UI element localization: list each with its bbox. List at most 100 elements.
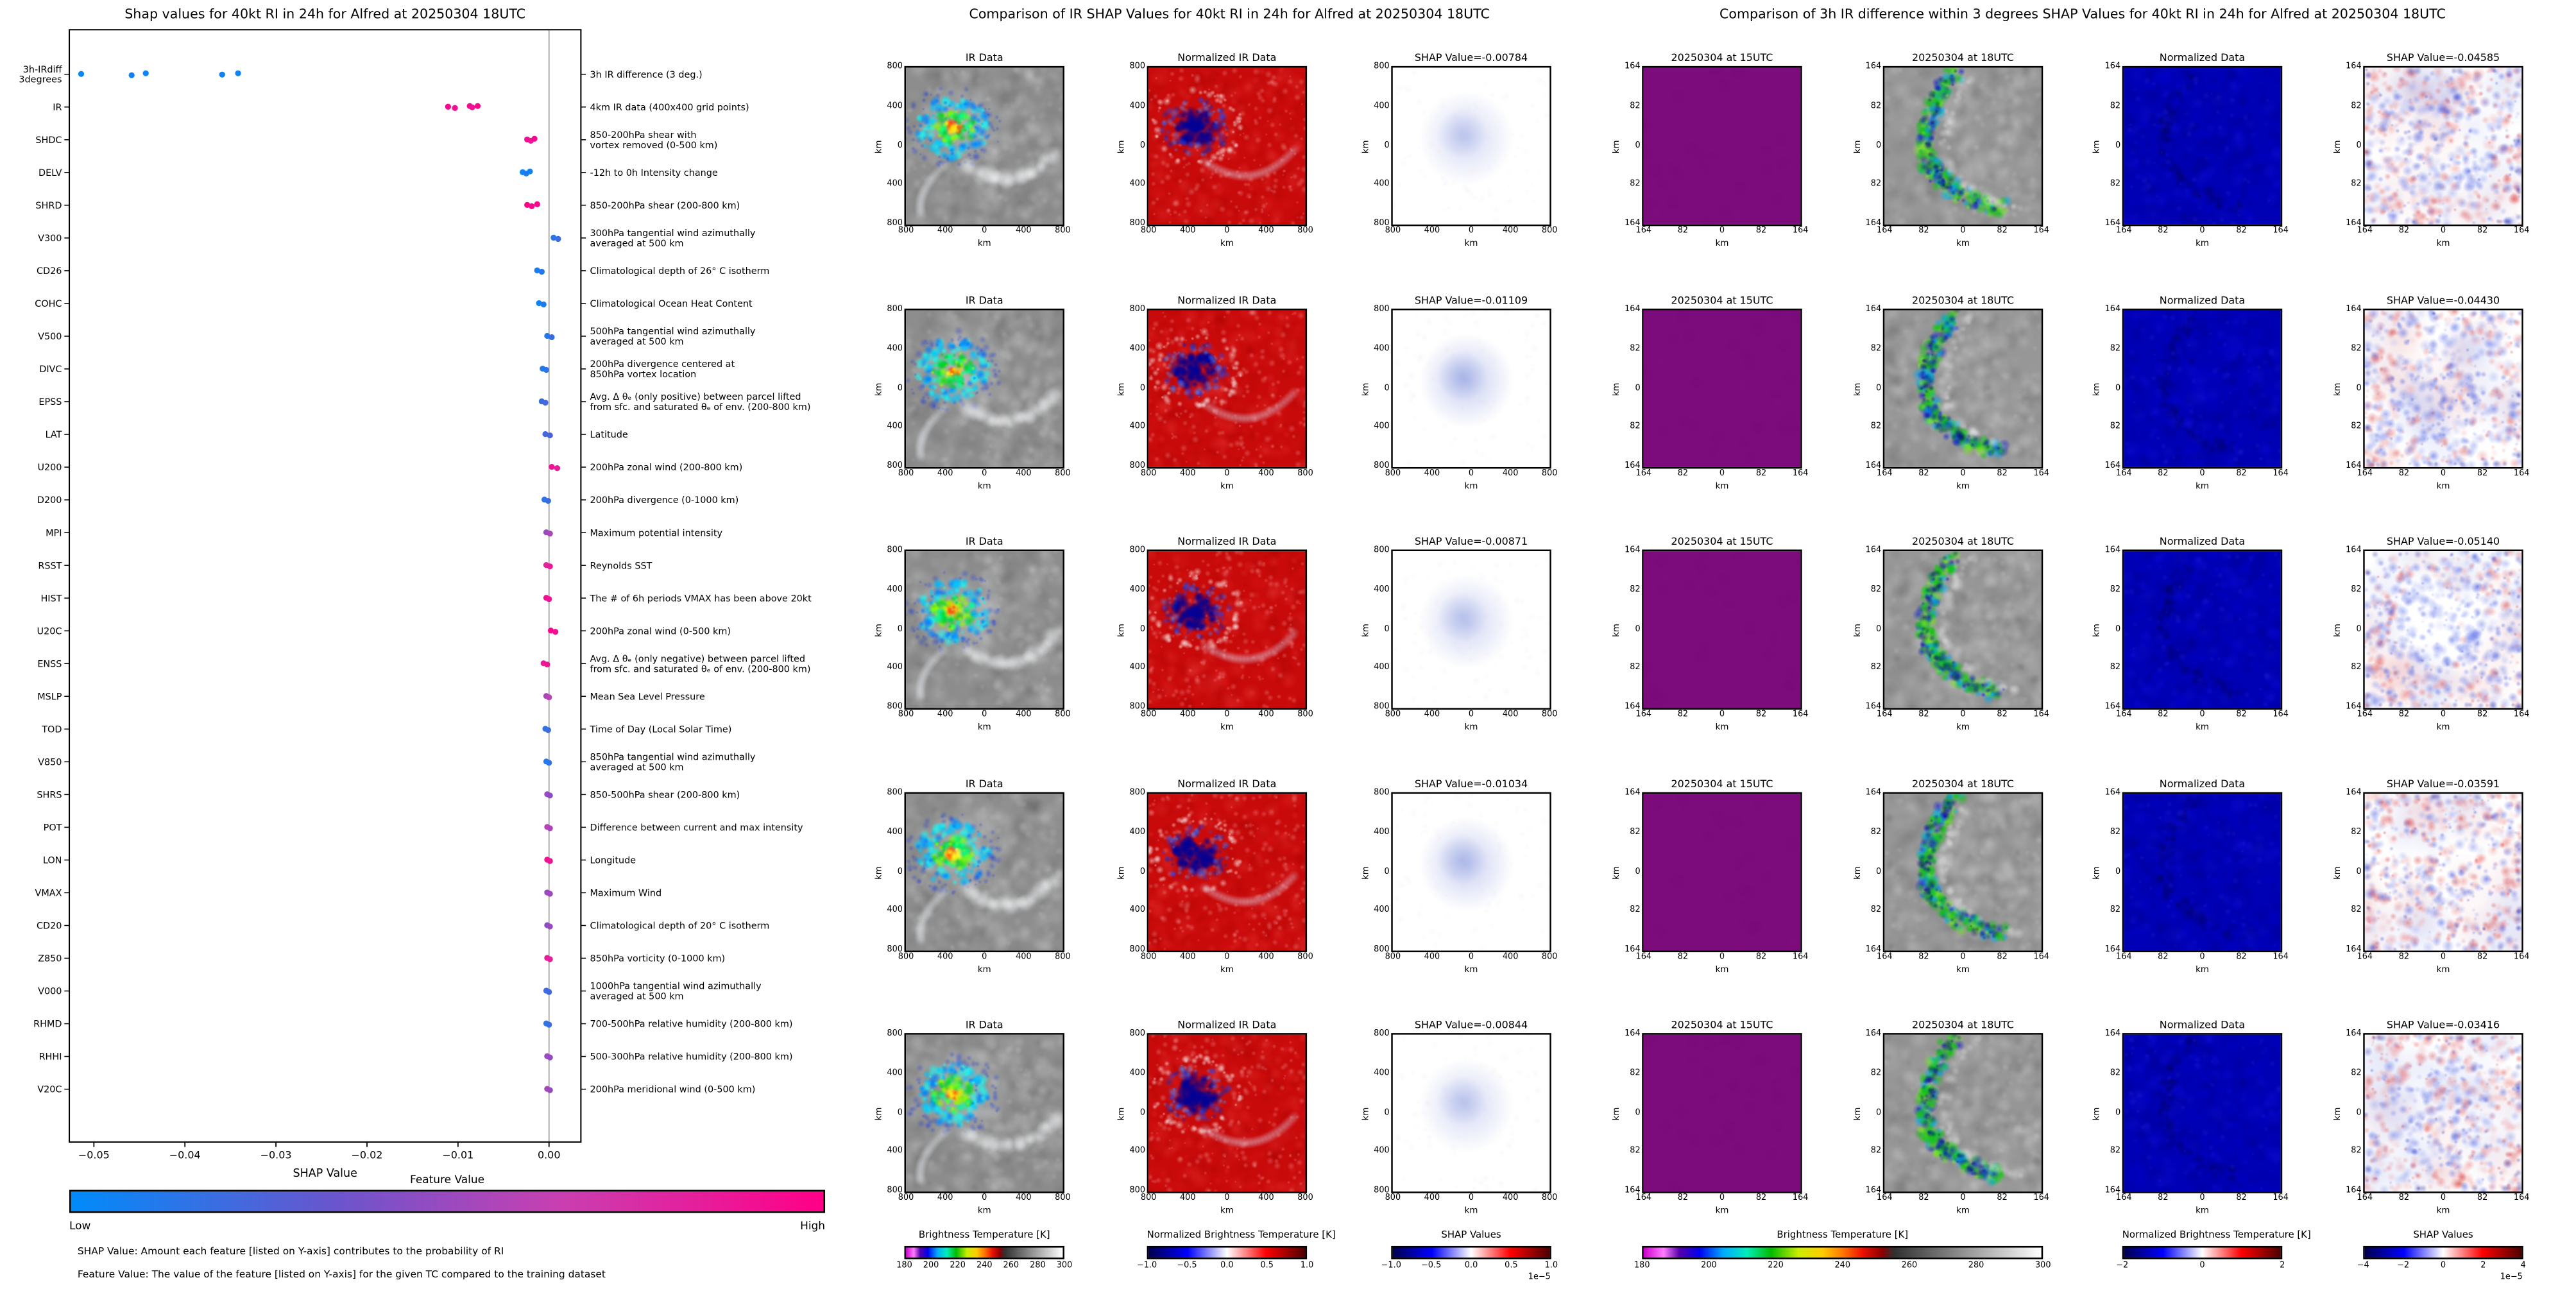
panel-title: SHAP Value=-0.04430 bbox=[2386, 295, 2500, 307]
x-tick-label: 0 bbox=[982, 225, 987, 235]
y-axis-unit: km bbox=[1853, 865, 1863, 879]
heatmap-image: 164 82 0 82 164 164 82 0 82 164 km km bbox=[2333, 305, 2529, 491]
shap-point bbox=[452, 105, 458, 111]
shap_blob-canvas bbox=[1392, 67, 1550, 225]
y-tick-label: 164 bbox=[1865, 62, 1882, 72]
y-tick-label: 400 bbox=[1374, 827, 1390, 837]
feature-label: COHC bbox=[35, 299, 62, 309]
y-axis-unit: km bbox=[874, 139, 885, 153]
y-tick-label: 0 bbox=[1139, 624, 1146, 634]
y-tick-label: 400 bbox=[1129, 585, 1146, 595]
shap-point bbox=[544, 662, 550, 668]
y-tick-label: 82 bbox=[1630, 1146, 1641, 1157]
norm_blue-canvas bbox=[2124, 67, 2281, 225]
x-tick-label: 0 bbox=[1719, 951, 1725, 962]
shap-point bbox=[546, 596, 552, 602]
x-tick-label: 0 bbox=[982, 468, 987, 478]
y-tick-label: 82 bbox=[2351, 343, 2362, 354]
x-axis-unit: km bbox=[1464, 722, 1478, 732]
colorbar-tick-label: 200 bbox=[1701, 1259, 1717, 1270]
x-tick-label: 82 bbox=[1997, 951, 2008, 962]
y-tick-label: 82 bbox=[2351, 1068, 2362, 1079]
shap-point bbox=[529, 203, 535, 210]
x-axis-unit: km bbox=[1220, 722, 1234, 732]
heatmap-image: 800 400 0 400 800 800 400 0 400 800 km km bbox=[874, 1030, 1070, 1215]
feature-description: 700-500hPa relative humidity (200-800 km… bbox=[590, 1020, 793, 1030]
x-axis-unit: km bbox=[1220, 238, 1234, 249]
y-tick-label: 800 bbox=[1374, 304, 1390, 314]
y-axis-unit: km bbox=[1361, 139, 1372, 153]
y-tick-label: 164 bbox=[2104, 702, 2121, 712]
y-tick-label: 800 bbox=[887, 62, 903, 72]
x-tick-label: 164 bbox=[2357, 951, 2373, 962]
y-tick-label: 164 bbox=[2104, 944, 2121, 955]
x-tick-label: 400 bbox=[1016, 1192, 1032, 1202]
colorbar-tick-label: 180 bbox=[896, 1259, 912, 1270]
feature-label: TOD bbox=[41, 724, 62, 735]
y-tick-label: 164 bbox=[1625, 62, 1641, 72]
heatmap-panel: Normalized Data 164 82 0 82 164 164 82 0 82 164 km k… bbox=[2092, 52, 2288, 248]
y-tick-label: 164 bbox=[1865, 1029, 1882, 1039]
x-tick-label: 164 bbox=[2033, 1192, 2049, 1202]
shap-point bbox=[474, 103, 481, 109]
y-tick-label: 82 bbox=[1630, 827, 1641, 837]
heatmap-image: 164 82 0 82 164 164 82 0 82 164 km km bbox=[2333, 546, 2529, 731]
shap-point bbox=[534, 267, 540, 274]
y-tick-label: 164 bbox=[2104, 545, 2121, 556]
panel-title: Normalized Data bbox=[2159, 535, 2246, 547]
y-tick-label: 164 bbox=[2346, 545, 2362, 556]
y-tick-label: 164 bbox=[2346, 788, 2362, 798]
x-tick-label: 82 bbox=[2158, 225, 2169, 235]
x-tick-label: 82 bbox=[1677, 225, 1689, 235]
x-axis-unit: km bbox=[1956, 238, 1970, 249]
y-axis-unit: km bbox=[1117, 1106, 1127, 1120]
x-axis-unit: km bbox=[977, 238, 991, 249]
y-tick-label: 82 bbox=[2351, 827, 2362, 837]
y-tick-label: 82 bbox=[2351, 101, 2362, 111]
x-tick-label: −0.02 bbox=[352, 1149, 383, 1161]
heatmap-image: 800 400 0 400 800 800 400 0 400 800 km km bbox=[1361, 1030, 1557, 1215]
y-axis-unit: km bbox=[1117, 139, 1127, 153]
x-axis-unit: km bbox=[1220, 964, 1234, 975]
x-tick-label: 400 bbox=[1179, 708, 1196, 719]
panel-title: Normalized IR Data bbox=[1177, 295, 1277, 307]
panel-title: Normalized Data bbox=[2159, 778, 2246, 790]
x-tick-label: 164 bbox=[2116, 468, 2132, 478]
y-tick-label: 800 bbox=[1129, 545, 1146, 556]
x-tick-label: 164 bbox=[1792, 468, 1809, 478]
feature-label: IR bbox=[53, 103, 62, 113]
x-tick-label: 400 bbox=[1179, 225, 1196, 235]
y-tick-label: 82 bbox=[2110, 1068, 2121, 1079]
y-tick-label: 0 bbox=[897, 866, 903, 876]
y-tick-label: 400 bbox=[887, 101, 903, 111]
feature-description: -12h to 0h Intensity change bbox=[590, 168, 718, 178]
y-tick-label: 800 bbox=[887, 702, 903, 712]
heatmap-image: 164 82 0 82 164 164 82 0 82 164 km km bbox=[2333, 63, 2529, 248]
x-axis-unit: km bbox=[2436, 964, 2450, 975]
x-axis-unit: km bbox=[1956, 481, 1970, 491]
x-tick-label: 0 bbox=[1468, 951, 1474, 962]
ir-canvas bbox=[906, 551, 1063, 708]
x-tick-label: 164 bbox=[2273, 708, 2289, 719]
x-axis-unit: km bbox=[1956, 964, 1970, 975]
x-tick-label: 400 bbox=[1016, 225, 1032, 235]
x-tick-label: 82 bbox=[2398, 225, 2410, 235]
heatmap-panel: 20250304 at 15UTC 164 82 0 82 164 164 82 0 82 164 k… bbox=[1612, 52, 1808, 248]
heatmap-panel: Normalized IR Data 800 400 0 400 800 800 400 0 40… bbox=[1117, 1019, 1313, 1215]
x-tick-label: 82 bbox=[1677, 468, 1689, 478]
y-tick-label: 82 bbox=[2110, 585, 2121, 595]
x-axis-unit: km bbox=[1464, 964, 1478, 975]
ir18-canvas bbox=[1884, 310, 2042, 467]
x-tick-label: 800 bbox=[1140, 1192, 1157, 1202]
y-tick-label: 800 bbox=[1129, 62, 1146, 72]
x-tick-label: 0 bbox=[2199, 468, 2205, 478]
heatmap-image: 800 400 0 400 800 800 400 0 400 800 km km bbox=[1361, 789, 1557, 974]
y-axis-unit: km bbox=[874, 622, 885, 636]
norm_ir-canvas bbox=[1148, 67, 1306, 225]
shap-point bbox=[546, 1021, 552, 1028]
x-tick-label: 0 bbox=[1468, 1192, 1474, 1202]
x-tick-label: 164 bbox=[1877, 951, 1893, 962]
x-axis-unit: km bbox=[2196, 481, 2209, 491]
y-tick-label: 82 bbox=[1630, 585, 1641, 595]
x-tick-label: −0.03 bbox=[260, 1149, 292, 1161]
